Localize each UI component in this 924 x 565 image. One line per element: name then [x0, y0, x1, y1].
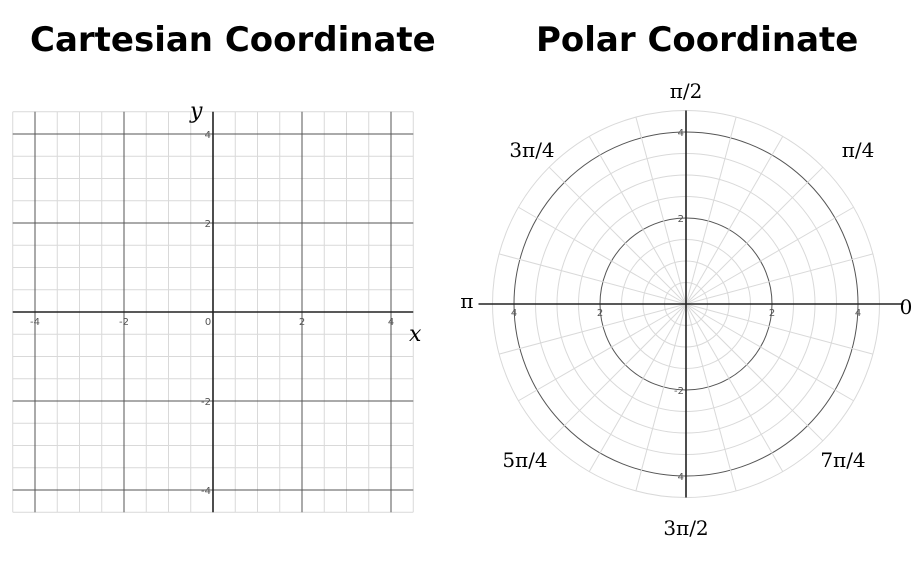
angle-label-0: 0	[900, 295, 913, 319]
polar-tick-label-down: -2	[674, 386, 684, 397]
polar-spoke	[518, 206, 687, 305]
angle-label-pi-over-2: π/2	[670, 79, 703, 103]
cartesian-x-axis-label: x	[409, 322, 422, 347]
cart-y-tick-label: 4	[205, 130, 211, 141]
polar-spoke	[548, 303, 687, 442]
polar-spoke	[685, 303, 874, 355]
polar-spoke	[635, 303, 687, 492]
angle-label-3pi-over-4: 3π/4	[509, 138, 554, 162]
cart-x-tick-label: 0	[205, 317, 211, 328]
angle-label-5pi-over-4: 5π/4	[502, 448, 547, 472]
polar-grid	[478, 110, 904, 498]
cartesian-title: Cartesian Coordinate	[30, 20, 436, 60]
polar-spoke	[548, 166, 687, 305]
cart-x-tick-label: 2	[299, 317, 305, 328]
cart-x-tick-label: -2	[119, 317, 129, 328]
polar-radial-tick-labels: 2 4 2 4 2 4 -2 4	[511, 128, 861, 483]
polar-spoke	[685, 166, 824, 305]
polar-spoke	[685, 303, 784, 472]
polar-spoke	[685, 253, 874, 305]
polar-spoke	[685, 136, 784, 305]
polar-tick-label-up: 2	[678, 214, 684, 225]
polar-spoke	[685, 303, 824, 442]
cartesian-y-axis-label: y	[189, 99, 203, 124]
polar-tick-label-left: 4	[511, 308, 517, 319]
angle-label-7pi-over-4: 7π/4	[820, 448, 865, 472]
polar-tick-label-down: 4	[678, 472, 684, 483]
cartesian-grid	[12, 111, 414, 513]
polar-tick-label-right: 4	[855, 308, 861, 319]
polar-spoke	[498, 303, 687, 355]
polar-spoke	[588, 136, 687, 305]
polar-spoke	[685, 303, 854, 402]
polar-spoke	[498, 253, 687, 305]
polar-spoke	[518, 303, 687, 402]
polar-tick-label-up: 4	[678, 128, 684, 139]
cart-x-tick-label: -4	[30, 317, 40, 328]
cart-x-tick-label: 4	[388, 317, 394, 328]
polar-spoke	[685, 303, 737, 492]
cartesian-tick-labels: -4 -2 0 2 4 4 2 -2 -4	[30, 130, 394, 497]
polar-spoke	[635, 116, 687, 305]
angle-label-3pi-over-2: 3π/2	[663, 516, 708, 540]
angle-label-pi: π	[460, 289, 473, 313]
polar-spoke	[685, 116, 737, 305]
cart-y-tick-label: 2	[205, 219, 211, 230]
polar-spoke	[588, 303, 687, 472]
polar-tick-label-left: 2	[597, 308, 603, 319]
cart-y-tick-label: -2	[201, 397, 211, 408]
cart-y-tick-label: -4	[201, 486, 211, 497]
polar-title: Polar Coordinate	[536, 20, 859, 60]
angle-label-pi-over-4: π/4	[842, 138, 875, 162]
polar-tick-label-right: 2	[769, 308, 775, 319]
polar-spoke	[685, 206, 854, 305]
